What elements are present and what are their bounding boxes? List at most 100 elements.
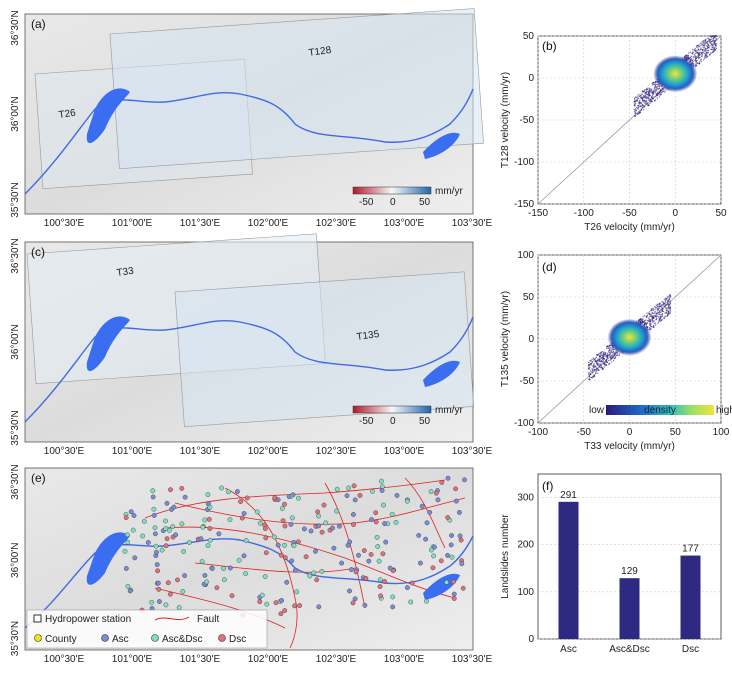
- scatter-point: [609, 353, 612, 355]
- scatter-point: [651, 308, 653, 310]
- scatter-point: [635, 99, 638, 101]
- landslide-point: [291, 543, 297, 549]
- scatter-point: [713, 46, 715, 48]
- scatter-point: [711, 44, 713, 46]
- scatter-point: [667, 311, 670, 313]
- scatter-point: [707, 46, 709, 49]
- scatter-point: [661, 315, 664, 317]
- landslide-point: [181, 549, 187, 554]
- landslide-point: [165, 580, 171, 586]
- scatter-point: [587, 372, 590, 374]
- scatter-point: [664, 91, 666, 93]
- landslide-point: [459, 561, 465, 567]
- landslide-point: [408, 599, 414, 605]
- landslide-point: [315, 509, 320, 515]
- lon-tick-label: 103°30'E: [452, 446, 493, 457]
- scatter-point: [635, 110, 637, 112]
- scatter-point: [664, 302, 666, 304]
- scatter-point: [647, 87, 649, 89]
- scatter-point: [693, 56, 695, 58]
- scatter-point: [668, 306, 670, 308]
- scatter-point: [693, 53, 696, 56]
- scatter-point: [663, 302, 665, 304]
- scatter-point: [639, 110, 641, 112]
- scatter-point: [592, 369, 594, 372]
- scatter-panel-b: -150 -100 -50 0 50 -150 -100 -50 0 50 T26 velocity…: [500, 31, 727, 233]
- scatter-point: [595, 369, 597, 371]
- scatter-point: [698, 44, 700, 46]
- scatter-point: [647, 97, 650, 99]
- scatter-point: [639, 103, 641, 105]
- scatter-point: [713, 50, 716, 52]
- county-icon: [34, 634, 42, 642]
- scatter-point: [708, 47, 710, 49]
- landslide-point: [390, 568, 396, 574]
- lon-tick-label: 102°30'E: [316, 654, 357, 665]
- landslide-point: [123, 566, 129, 571]
- map-legend: Hydropower station Fault County Asc Asc&…: [26, 609, 268, 649]
- scatter-point: [692, 59, 694, 61]
- scatter-point: [645, 319, 647, 321]
- scatter-point: [668, 295, 671, 298]
- legend-asc: Asc: [112, 634, 129, 645]
- landslide-point: [375, 544, 381, 549]
- scatter-point: [601, 366, 603, 368]
- scatter-point: [661, 310, 664, 312]
- landslide-point: [151, 513, 157, 518]
- scatter-point: [698, 51, 701, 54]
- colorbar-min: -50: [359, 416, 374, 427]
- scatter-point: [657, 312, 659, 314]
- scatter-point: [661, 318, 663, 321]
- landslide-point: [152, 531, 158, 537]
- scatter-point: [605, 360, 607, 362]
- landslide-point: [186, 540, 192, 545]
- lon-tick-label: 102°00'E: [248, 446, 289, 457]
- scatter-point: [650, 88, 653, 90]
- landslide-point: [445, 515, 451, 520]
- bar-ascdsc: [619, 578, 640, 639]
- scatter-point: [649, 87, 651, 90]
- scatter-point: [656, 315, 658, 317]
- scatter-point: [707, 55, 709, 57]
- y-tick-label: 50: [523, 292, 535, 303]
- scatter-point: [691, 58, 693, 60]
- scatter-point: [602, 359, 604, 361]
- lon-tick-label: 102°00'E: [248, 654, 289, 665]
- landslide-point: [370, 488, 375, 494]
- lat-tick-label: 36°00'N: [10, 543, 21, 578]
- lon-tick-label: 103°00'E: [384, 654, 425, 665]
- y-axis-label: T128 velocity (mm/yr): [500, 72, 511, 168]
- scatter-point: [647, 319, 650, 322]
- scatter-point: [668, 297, 671, 299]
- y-tick-label: 200: [517, 540, 534, 551]
- scatter-point: [633, 100, 636, 103]
- scatter-point: [700, 44, 702, 47]
- scatter-point: [597, 363, 600, 365]
- scatter-point: [702, 41, 704, 43]
- scatter-point: [643, 95, 646, 98]
- scatter-point: [699, 42, 702, 44]
- landslide-point: [373, 510, 379, 516]
- landslide-point: [451, 596, 457, 601]
- landslide-point: [379, 478, 384, 484]
- reservoir-west: [86, 88, 130, 144]
- panel-label-b: (b): [542, 39, 557, 53]
- scatter-point: [655, 96, 657, 98]
- scatter-point: [715, 43, 717, 45]
- scatter-point: [596, 367, 598, 370]
- landslide-point: [219, 485, 224, 491]
- scatter-point: [660, 308, 662, 310]
- x-tick-label: 50: [670, 427, 682, 438]
- scatter-point: [715, 46, 717, 48]
- scatter-point: [660, 306, 662, 308]
- scatter-point: [606, 361, 608, 363]
- landslide-point: [263, 535, 269, 541]
- scatter-point: [605, 355, 607, 357]
- landslide-point: [244, 495, 250, 501]
- landslide-point: [373, 519, 379, 525]
- scatter-point: [651, 84, 654, 86]
- scatter-point: [641, 318, 643, 320]
- scatter-point: [662, 301, 664, 303]
- scatter-point: [617, 354, 619, 356]
- scatter-point: [657, 321, 660, 323]
